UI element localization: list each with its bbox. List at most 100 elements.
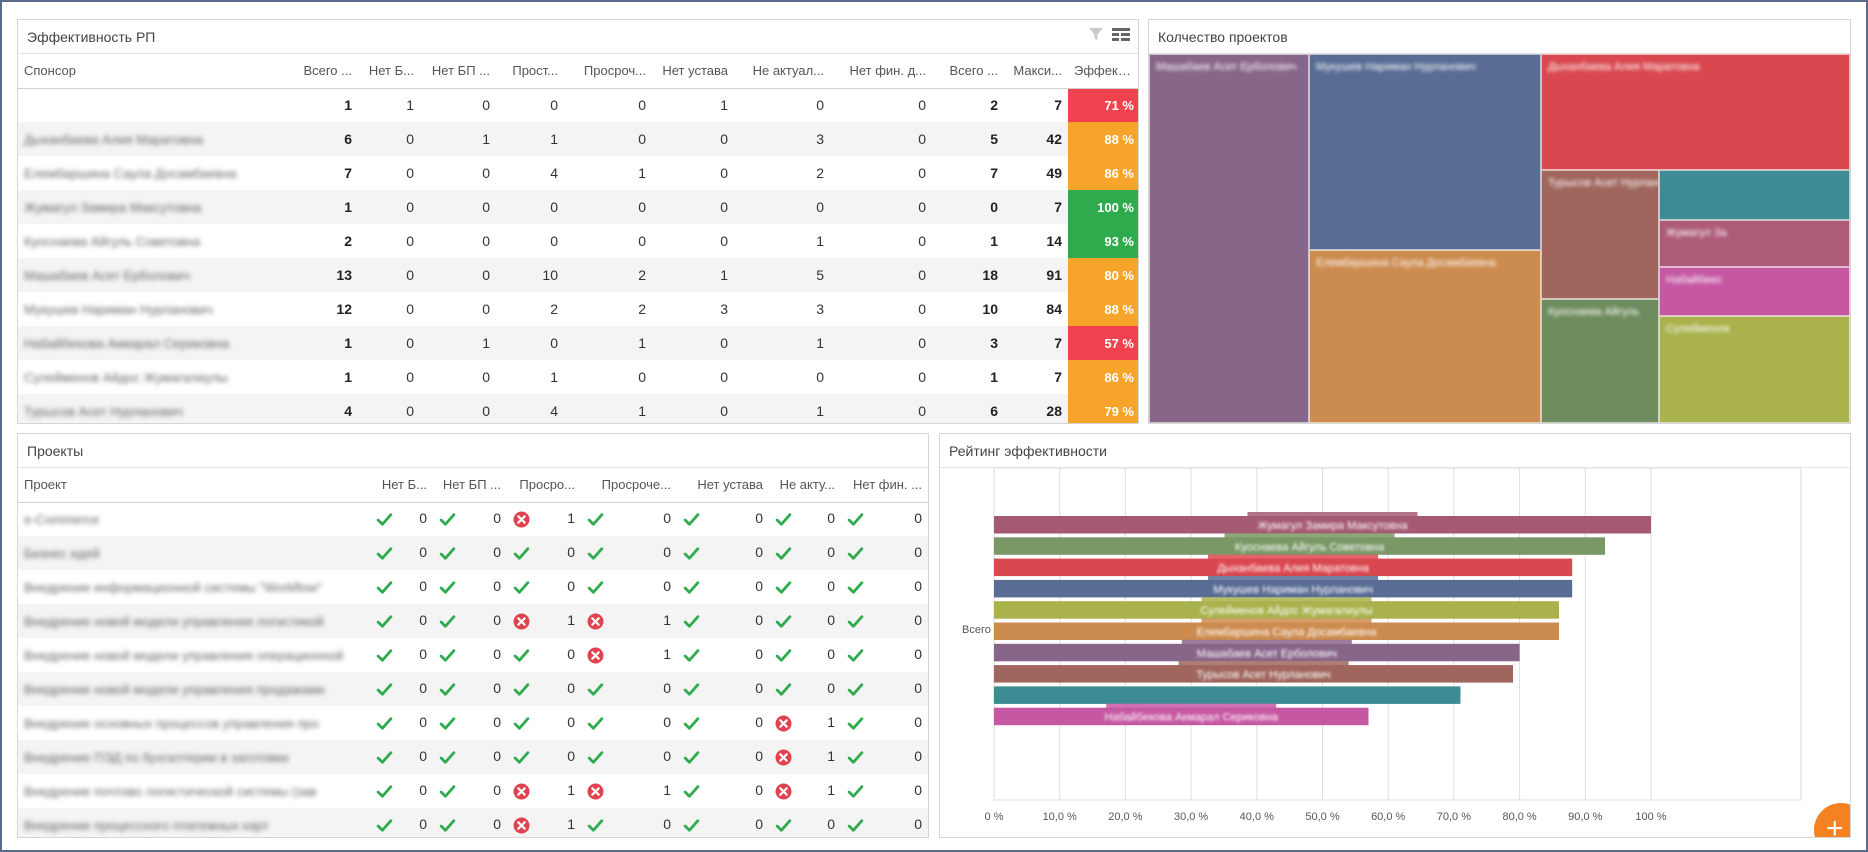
project-row[interactable]: Внедрение основных процессов управления … xyxy=(18,706,928,740)
efficiency-column-header[interactable]: Просроч... xyxy=(564,54,652,89)
status-count: 0 xyxy=(493,544,501,561)
check-icon xyxy=(513,748,530,766)
project-row[interactable]: Внедрение новой модели управления логист… xyxy=(18,604,928,638)
efficiency-column-header[interactable]: Не актуал... xyxy=(734,54,830,89)
check-icon xyxy=(587,510,604,528)
efficiency-row[interactable]: Турысов Асет Нурланович 4 0 0 4 1 0 1 0 6 28 79 % xyxy=(18,394,1138,423)
sponsor-name: Куоснаева Айгуль Советовна xyxy=(24,234,201,249)
bar-label-box xyxy=(1201,618,1372,639)
status-count: 0 xyxy=(755,544,763,561)
status-count: 0 xyxy=(827,544,835,561)
treemap-tile-label: Турысов Асет Нурланович xyxy=(1548,177,1659,189)
sponsor-cell: Елембаршина Саула Досамбаевна xyxy=(18,156,284,190)
project-name: Внедрение основных процессов управления … xyxy=(24,716,319,731)
projects-title-text: Проекты xyxy=(27,443,84,459)
efficiency-column-header[interactable]: Нет БП ... xyxy=(420,54,496,89)
efficiency-value-cell: 88 % xyxy=(1068,122,1138,156)
status-count: 0 xyxy=(755,646,763,663)
efficiency-column-header[interactable]: Всего ... xyxy=(932,54,1004,89)
projects-column-header[interactable]: Нет фин. ... xyxy=(841,468,928,503)
efficiency-row[interactable]: Мукушев Нариман Нурланович 12 0 0 2 2 3 3 0 10 84 8… xyxy=(18,292,1138,326)
project-row[interactable]: e-Commerce 0 0 1 0 0 0 0 xyxy=(18,502,928,536)
rating-bar[interactable] xyxy=(994,686,1461,704)
efficiency-row[interactable]: Дыханбаева Алия Маратовна 6 0 1 1 0 0 3 0 5 42 88 % xyxy=(18,122,1138,156)
treemap-tile[interactable]: Елембаршина Саула Досамбаевна xyxy=(1309,250,1541,423)
projects-column-header[interactable]: Проект xyxy=(18,468,370,503)
filter-icon[interactable] xyxy=(1088,20,1104,54)
project-row[interactable]: Внедрение информационной системы "Workfl… xyxy=(18,570,928,604)
efficiency-column-header[interactable]: Всего ... xyxy=(284,54,358,89)
efficiency-row[interactable]: Куоснаева Айгуль Советовна 2 0 0 0 0 0 1 0 1 14 93 … xyxy=(18,224,1138,258)
project-row[interactable]: Внедрение процессного платежных карт 0 0 1 0… xyxy=(18,808,928,837)
treemap-tile[interactable] xyxy=(1659,170,1850,220)
status-cell: 0 xyxy=(370,774,433,808)
status-cell: 0 xyxy=(841,638,928,672)
project-row[interactable]: Внедрение новой модели управления операц… xyxy=(18,638,928,672)
treemap-tile[interactable]: Набайбеко xyxy=(1659,267,1850,316)
efficiency-rating-chart: 0 % 10,0 % 20,0 % 30,0 % 40,0 % 50,0 % 60,0 % 7… xyxy=(962,468,1802,823)
table-view-icon[interactable] xyxy=(1112,20,1130,54)
bar-label-box xyxy=(1247,512,1418,533)
efficiency-table: Спонсор Всего ... Нет Б... Нет БП ... Прост.… xyxy=(18,54,1138,423)
efficiency-row[interactable]: Набайбекова Акмарал Сериковна 1 0 1 0 1 0 1 0 3 7 5… xyxy=(18,326,1138,360)
project-row[interactable]: Внедрение почтово логистической системы … xyxy=(18,774,928,808)
error-icon xyxy=(513,782,530,800)
efficiency-column-header[interactable]: Эффектив... xyxy=(1068,54,1138,89)
efficiency-column-header[interactable]: Макси... xyxy=(1004,54,1068,89)
treemap-tile[interactable]: Дыханбаева Алия Маратовна xyxy=(1541,54,1850,170)
bar-label-box xyxy=(1178,661,1349,682)
efficiency-row[interactable]: Жумагул Замира Максутовна 1 0 0 0 0 0 0 0 0 7 100 % xyxy=(18,190,1138,224)
sponsor-name: Елембаршина Саула Досамбаевна xyxy=(24,166,237,181)
projects-column-header[interactable]: Просро... xyxy=(507,468,581,503)
status-cell: 0 xyxy=(841,740,928,774)
value-cell: 1 xyxy=(344,97,352,114)
projects-column-header[interactable]: Просроче... xyxy=(581,468,677,503)
efficiency-column-header[interactable]: Спонсор xyxy=(18,54,284,89)
status-count: 0 xyxy=(827,646,835,663)
value-cell: 10 xyxy=(982,301,998,317)
projects-column-header[interactable]: Нет Б... xyxy=(370,468,433,503)
status-cell: 0 xyxy=(433,808,507,837)
project-row[interactable]: Внедрение новой модели управления продаж… xyxy=(18,672,928,706)
projects-column-header[interactable]: Нет БП ... xyxy=(433,468,507,503)
projects-column-header[interactable]: Не акту... xyxy=(769,468,841,503)
efficiency-column-header[interactable]: Нет устава xyxy=(652,54,734,89)
treemap-tile[interactable]: Мукушев Нариман Нурланович xyxy=(1309,54,1541,250)
treemap-tile[interactable]: Жумагул За xyxy=(1659,220,1850,267)
value-cell: 0 xyxy=(918,301,926,317)
status-cell: 0 xyxy=(370,706,433,740)
value-cell: 0 xyxy=(482,165,490,181)
project-row[interactable]: Бизнес идей 0 0 0 0 0 0 0 xyxy=(18,536,928,570)
efficiency-row[interactable]: 1 1 0 0 0 1 0 0 2 7 71 % xyxy=(18,88,1138,122)
value-cell: 1 xyxy=(652,258,734,292)
status-cell: 0 xyxy=(841,502,928,536)
treemap-tile[interactable]: Куоснаева Айгуль xyxy=(1541,299,1659,423)
status-cell: 1 xyxy=(581,638,677,672)
value-cell: 0 xyxy=(918,369,926,385)
projects-column-header[interactable]: Нет устава xyxy=(677,468,769,503)
efficiency-row[interactable]: Машабаев Асет Ерболович 13 0 0 10 2 1 5 0 18 91 80 … xyxy=(18,258,1138,292)
status-count: 0 xyxy=(914,510,922,527)
value-cell: 0 xyxy=(816,97,824,114)
project-cell: e-Commerce xyxy=(18,502,370,536)
check-icon xyxy=(587,578,604,596)
status-cell: 0 xyxy=(581,570,677,604)
treemap-tile[interactable]: Машабаев Асет Ерболович xyxy=(1149,54,1309,423)
efficiency-column-header[interactable]: Прост... xyxy=(496,54,564,89)
projects-panel-title: Проекты xyxy=(18,434,928,468)
status-cell: 1 xyxy=(507,604,581,638)
status-cell: 0 xyxy=(433,774,507,808)
bar-label-box xyxy=(1224,533,1395,554)
treemap-tile[interactable]: Турысов Асет Нурланович xyxy=(1541,170,1659,299)
sponsor-cell: Набайбекова Акмарал Сериковна xyxy=(18,326,284,360)
status-cell: 0 xyxy=(433,502,507,536)
value-cell: 0 xyxy=(482,369,490,385)
efficiency-column-header[interactable]: Нет фин. д... xyxy=(830,54,932,89)
efficiency-row[interactable]: Елембаршина Саула Досамбаевна 7 0 0 4 1 0 2 0 7 49… xyxy=(18,156,1138,190)
efficiency-column-header[interactable]: Нет Б... xyxy=(358,54,420,89)
status-count: 1 xyxy=(567,816,575,833)
status-cell: 0 xyxy=(841,604,928,638)
project-row[interactable]: Внедрение ПЭД по бухгалтерии в заготовки… xyxy=(18,740,928,774)
efficiency-row[interactable]: Сулейменов Айдос Жумагалиулы 1 0 0 1 0 0 0 0 1 7 86… xyxy=(18,360,1138,394)
treemap-tile[interactable]: Сулейменов xyxy=(1659,316,1850,423)
